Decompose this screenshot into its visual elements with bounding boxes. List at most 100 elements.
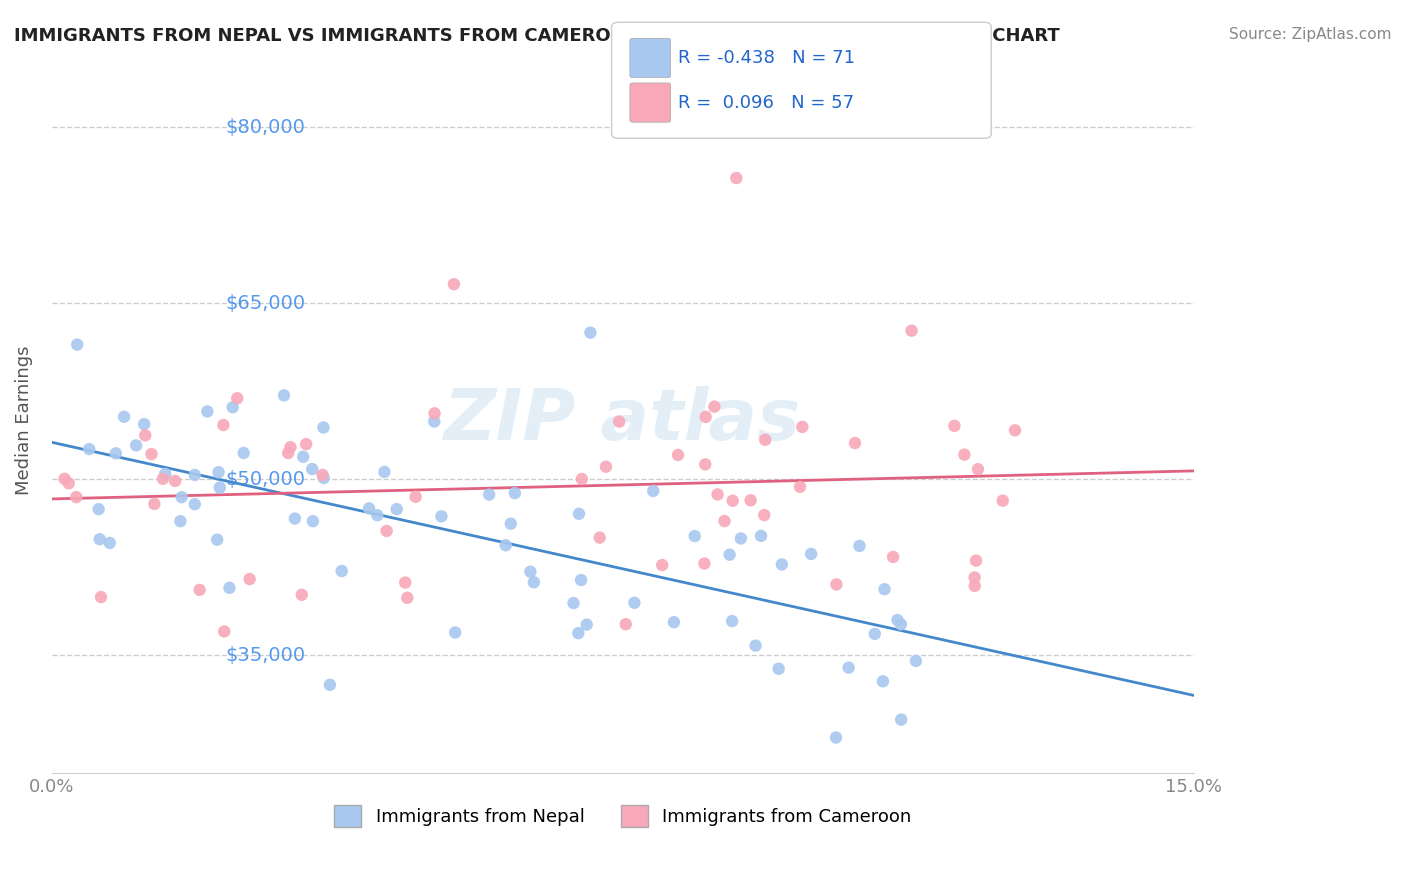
- Point: [443, 277, 465, 292]
- Text: Source: ZipAtlas.com: Source: ZipAtlas.com: [1229, 27, 1392, 42]
- Point: [768, 662, 790, 676]
- Point: [385, 502, 408, 516]
- Point: [848, 539, 870, 553]
- Point: [825, 577, 848, 591]
- Point: [754, 433, 776, 447]
- Point: [98, 536, 121, 550]
- Point: [280, 440, 302, 454]
- Point: [141, 447, 163, 461]
- Point: [319, 678, 342, 692]
- Point: [503, 486, 526, 500]
- Point: [651, 558, 673, 572]
- Point: [749, 529, 772, 543]
- Point: [730, 532, 752, 546]
- Point: [519, 565, 541, 579]
- Text: R = -0.438   N = 71: R = -0.438 N = 71: [678, 49, 855, 67]
- Point: [575, 617, 598, 632]
- Point: [882, 549, 904, 564]
- Point: [423, 406, 446, 420]
- Point: [967, 462, 990, 476]
- Point: [872, 674, 894, 689]
- Point: [943, 418, 966, 433]
- Point: [607, 415, 630, 429]
- Text: $80,000: $80,000: [225, 118, 305, 136]
- Point: [495, 538, 517, 552]
- Point: [65, 490, 87, 504]
- Point: [232, 446, 254, 460]
- Point: [683, 529, 706, 543]
- Point: [330, 564, 353, 578]
- Point: [134, 428, 156, 442]
- Point: [890, 713, 912, 727]
- Point: [963, 579, 986, 593]
- Point: [89, 533, 111, 547]
- Point: [721, 493, 744, 508]
- Point: [373, 465, 395, 479]
- Legend: Immigrants from Nepal, Immigrants from Cameroon: Immigrants from Nepal, Immigrants from C…: [328, 797, 918, 834]
- Point: [695, 409, 717, 424]
- Point: [953, 448, 976, 462]
- Point: [693, 557, 716, 571]
- Point: [184, 497, 207, 511]
- Point: [195, 404, 218, 418]
- Point: [53, 472, 76, 486]
- Point: [312, 471, 335, 485]
- Point: [589, 531, 612, 545]
- Point: [725, 171, 748, 186]
- Point: [291, 588, 314, 602]
- Point: [579, 326, 602, 340]
- Text: IMMIGRANTS FROM NEPAL VS IMMIGRANTS FROM CAMEROON MEDIAN EARNINGS CORRELATION CH: IMMIGRANTS FROM NEPAL VS IMMIGRANTS FROM…: [14, 27, 1060, 45]
- Point: [207, 465, 229, 479]
- Point: [721, 614, 744, 628]
- Point: [66, 337, 89, 351]
- Text: $65,000: $65,000: [225, 293, 305, 313]
- Point: [430, 509, 453, 524]
- Point: [718, 548, 741, 562]
- Point: [740, 493, 762, 508]
- Point: [863, 627, 886, 641]
- Point: [218, 581, 240, 595]
- Y-axis label: Median Earnings: Median Earnings: [15, 346, 32, 495]
- Point: [706, 487, 728, 501]
- Point: [792, 420, 814, 434]
- Point: [900, 324, 922, 338]
- Text: $50,000: $50,000: [225, 470, 305, 489]
- Text: ZIP atlas: ZIP atlas: [444, 386, 801, 455]
- Point: [375, 524, 398, 538]
- Point: [800, 547, 823, 561]
- Point: [239, 572, 262, 586]
- Point: [273, 388, 295, 402]
- Point: [825, 731, 848, 745]
- Point: [58, 476, 80, 491]
- Point: [713, 514, 735, 528]
- Point: [571, 472, 593, 486]
- Point: [423, 414, 446, 428]
- Point: [366, 508, 388, 523]
- Point: [125, 438, 148, 452]
- Point: [134, 417, 156, 431]
- Point: [169, 514, 191, 528]
- Point: [499, 516, 522, 531]
- Point: [478, 487, 501, 501]
- Point: [184, 467, 207, 482]
- Point: [394, 575, 416, 590]
- Point: [1004, 423, 1026, 437]
- Point: [904, 654, 927, 668]
- Point: [703, 400, 725, 414]
- Point: [568, 507, 591, 521]
- Point: [357, 501, 380, 516]
- Text: R =  0.096   N = 57: R = 0.096 N = 57: [678, 94, 853, 112]
- Point: [789, 480, 811, 494]
- Point: [312, 420, 335, 434]
- Point: [890, 617, 912, 632]
- Point: [188, 582, 211, 597]
- Point: [155, 467, 177, 481]
- Point: [284, 511, 307, 525]
- Text: $35,000: $35,000: [225, 646, 305, 665]
- Point: [214, 624, 236, 639]
- Point: [208, 481, 231, 495]
- Point: [112, 409, 135, 424]
- Point: [614, 617, 637, 632]
- Point: [991, 493, 1014, 508]
- Point: [844, 436, 866, 450]
